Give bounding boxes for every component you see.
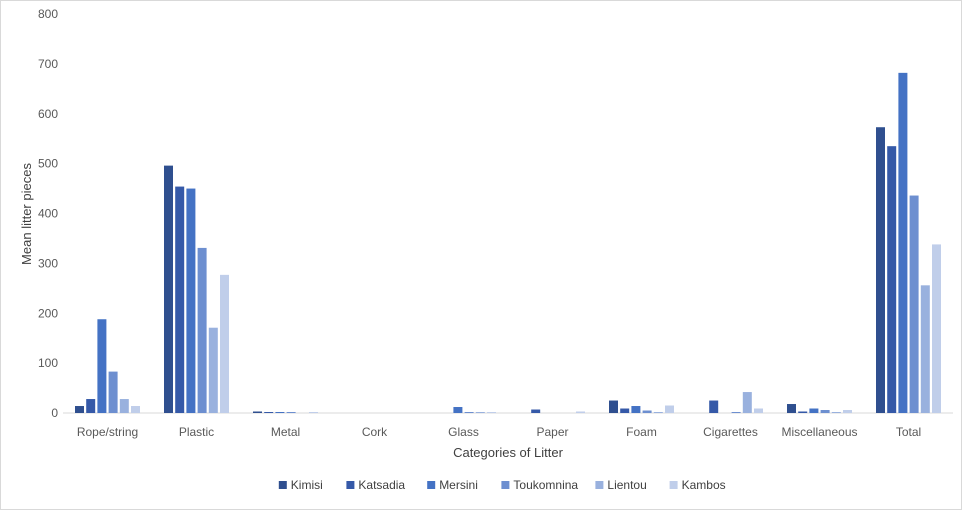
legend-swatch: [427, 481, 436, 489]
bar-plastic-kimisi: [164, 165, 173, 413]
bar-cigarettes-katsadia: [709, 400, 719, 413]
y-tick-label: 0: [51, 406, 58, 420]
bar-miscellaneous-mersini: [809, 408, 819, 413]
legend: Kimisi Katsadia Mersini Toukomnina Lientou Ka…: [278, 478, 726, 492]
bar-miscellaneous-toukomnina: [820, 410, 830, 413]
y-tick-label: 500: [38, 157, 58, 171]
bar-plastic-katsadia: [175, 186, 185, 413]
bar-glass-toukomnina: [464, 412, 474, 413]
legend-swatch: [346, 481, 355, 489]
legend-swatch: [501, 481, 510, 489]
legend-label: Toukomnina: [513, 478, 578, 492]
x-tick-label: Plastic: [179, 425, 214, 439]
y-tick-label: 600: [38, 107, 58, 121]
y-tick-label: 300: [38, 256, 58, 270]
legend-swatch: [595, 481, 604, 489]
x-axis-title: Categories of Litter: [453, 445, 564, 460]
x-tick-label: Cigarettes: [703, 425, 758, 439]
x-tick-label: Foam: [626, 425, 657, 439]
bar-cigarettes-lientou: [742, 392, 752, 413]
x-tick-label: Rope/string: [77, 425, 138, 439]
y-tick-label: 200: [38, 306, 58, 320]
legend-label: Lientou: [607, 478, 646, 492]
legend-label: Mersini: [439, 478, 478, 492]
bar-miscellaneous-katsadia: [798, 411, 808, 413]
bar-cigarettes-toukomnina: [731, 412, 741, 413]
bar-miscellaneous-kambos: [843, 410, 852, 413]
bar-rope-string-mersini: [97, 319, 107, 413]
bars: [75, 72, 941, 414]
bar-foam-mersini: [631, 406, 641, 413]
bar-plastic-toukomnina: [197, 247, 207, 413]
legend-label: Katsadia: [358, 478, 405, 492]
bar-metal-mersini: [275, 412, 285, 413]
y-tick-label: 100: [38, 356, 58, 370]
y-tick-label: 800: [38, 7, 58, 21]
x-tick-label: Cork: [362, 425, 388, 439]
bar-glass-lientou: [475, 412, 485, 413]
bar-total-kambos: [932, 244, 941, 413]
bar-rope-string-lientou: [119, 399, 129, 413]
bar-foam-kimisi: [609, 400, 618, 413]
bar-metal-toukomnina: [286, 412, 296, 413]
legend-item-lientou: Lientou: [595, 478, 647, 492]
x-tick-label: Metal: [271, 425, 300, 439]
bar-plastic-lientou: [208, 327, 218, 413]
bar-paper-kambos: [576, 411, 585, 413]
bar-rope-string-kimisi: [75, 406, 84, 413]
x-tick-label: Miscellaneous: [781, 425, 857, 439]
bar-foam-katsadia: [620, 408, 630, 413]
bar-foam-kambos: [665, 405, 674, 413]
x-tick-label: Total: [896, 425, 921, 439]
bar-total-toukomnina: [909, 195, 919, 413]
bar-metal-kambos: [309, 412, 318, 413]
bar-total-lientou: [920, 285, 930, 413]
bar-foam-lientou: [653, 412, 663, 413]
bar-rope-string-katsadia: [86, 399, 96, 413]
bar-total-mersini: [898, 72, 908, 413]
legend-swatch: [669, 481, 678, 489]
legend-swatch: [278, 481, 287, 489]
legend-item-toukomnina: Toukomnina: [501, 478, 578, 492]
bar-miscellaneous-kimisi: [787, 404, 796, 413]
bar-metal-katsadia: [264, 412, 274, 413]
bar-rope-string-toukomnina: [108, 371, 118, 413]
y-tick-label: 700: [38, 57, 58, 71]
legend-label: Kimisi: [291, 478, 323, 492]
bar-plastic-kambos: [220, 274, 229, 413]
bar-paper-katsadia: [531, 409, 541, 413]
x-axis-ticks: Rope/string Plastic Metal Cork Glass Paper Foa…: [77, 425, 921, 439]
bar-foam-toukomnina: [642, 410, 652, 413]
x-tick-label: Paper: [536, 425, 568, 439]
legend-item-katsadia: Katsadia: [346, 478, 405, 492]
y-tick-label: 400: [38, 207, 58, 221]
bar-total-kimisi: [876, 127, 885, 413]
bar-plastic-mersini: [186, 188, 196, 413]
legend-item-kimisi: Kimisi: [278, 478, 323, 492]
bar-rope-string-kambos: [131, 406, 140, 413]
bar-metal-kimisi: [253, 411, 262, 413]
bar-miscellaneous-lientou: [831, 412, 841, 413]
y-axis-ticks: 0 100 200 300 400 500 600 700 800: [38, 7, 58, 420]
bar-glass-kambos: [487, 412, 496, 413]
legend-label: Kambos: [682, 478, 726, 492]
bar-glass-mersini: [453, 407, 463, 413]
legend-item-mersini: Mersini: [427, 478, 478, 492]
bar-total-katsadia: [887, 146, 897, 414]
y-axis-title: Mean litter pieces: [19, 163, 34, 265]
bar-cigarettes-kambos: [754, 408, 763, 413]
legend-item-kambos: Kambos: [669, 478, 726, 492]
x-tick-label: Glass: [448, 425, 479, 439]
